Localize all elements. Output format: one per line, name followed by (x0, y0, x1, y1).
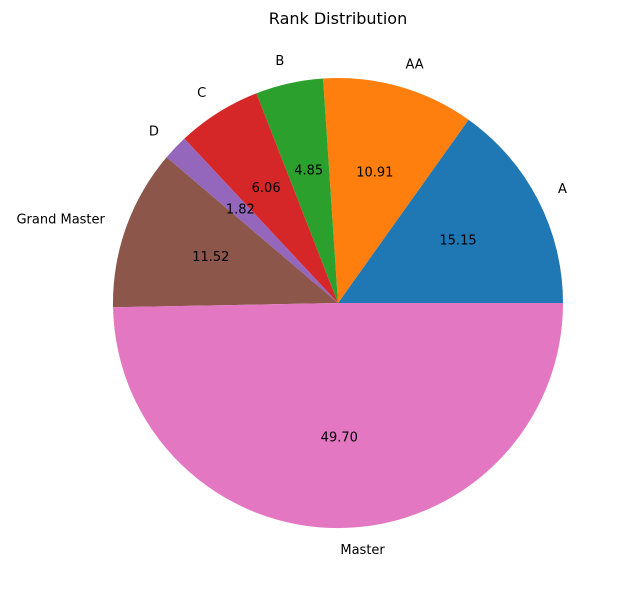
value-label-aa: 10.91 (356, 166, 393, 181)
slice-label-a: A (558, 182, 567, 197)
value-label-grand-master: 11.52 (192, 250, 229, 265)
pie-labels: A 15.15 AA 10.91 B 4.85 C 6.06 D 1.82 Grand Master… (16, 54, 567, 558)
chart-title: Rank Distribution (269, 9, 407, 28)
value-label-a: 15.15 (439, 234, 476, 249)
pie-slice-aa (323, 78, 469, 303)
slice-label-aa: AA (406, 57, 424, 72)
pie-slices (112, 78, 563, 529)
value-label-b: 4.85 (294, 164, 323, 179)
value-label-master: 49.70 (321, 430, 358, 445)
slice-label-master: Master (340, 543, 385, 558)
slice-label-c: C (197, 86, 206, 101)
pie-slice-a (338, 119, 563, 303)
slice-label-d: D (149, 125, 159, 140)
slice-label-grand-master: Grand Master (16, 212, 105, 227)
pie-slice-b (256, 78, 338, 303)
pie-slice-d (166, 138, 338, 303)
pie-slice-grand-master (112, 157, 338, 308)
slice-label-b: B (275, 54, 284, 69)
value-label-c: 6.06 (252, 181, 281, 196)
value-label-d: 1.82 (226, 202, 255, 217)
pie-slice-c (184, 93, 338, 303)
pie-slice-master (113, 303, 563, 529)
